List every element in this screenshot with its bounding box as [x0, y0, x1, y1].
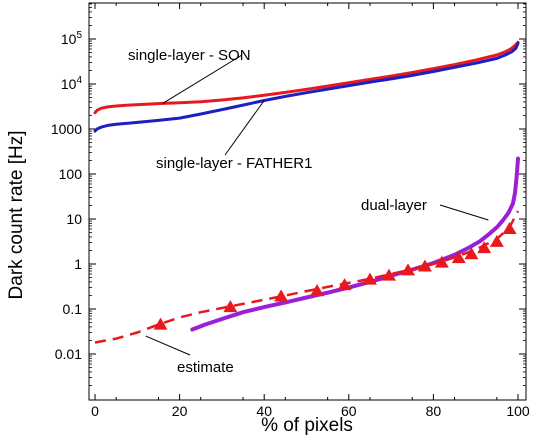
x-axis-title: % of pixels — [261, 415, 353, 436]
x-tick-label: 100 — [506, 403, 530, 419]
marker-triangle — [451, 251, 466, 264]
annotation-father1: single-layer - FATHER1 — [156, 155, 312, 172]
series-line-single-layer-father1 — [93, 41, 520, 133]
series-layer — [93, 40, 520, 344]
x-tick-label: 40 — [256, 403, 272, 419]
marker-triangle — [310, 284, 325, 297]
marker-triangle — [417, 259, 432, 272]
marker-triangle — [223, 300, 238, 313]
marker-layer — [153, 221, 517, 330]
y-axis-ticks: 0.01 0.1 1 10 100 1000 104 105 — [51, 3, 526, 386]
y-tick-label: 104 — [61, 75, 83, 92]
x-tick-label: 80 — [426, 403, 442, 419]
marker-triangle — [477, 241, 492, 254]
x-tick-label: 20 — [172, 403, 188, 419]
x-axis-ticks: 0 20 40 60 80 100 — [91, 3, 530, 419]
annotation-leader — [439, 204, 489, 221]
marker-triangle — [274, 289, 289, 302]
marker-triangle — [153, 317, 168, 330]
series-line-estimate — [94, 210, 520, 344]
series-line-single-layer-son — [93, 40, 520, 115]
y-tick-label: 0.01 — [55, 346, 82, 362]
y-tick-label: 1 — [74, 256, 82, 272]
y-axis-title: Dark count rate [Hz] — [6, 131, 27, 300]
x-tick-label: 0 — [91, 403, 99, 419]
plot-frame — [88, 2, 527, 401]
marker-triangle — [401, 263, 416, 276]
y-tick-label: 105 — [61, 30, 83, 47]
marker-triangle — [502, 221, 517, 234]
marker-triangle — [362, 272, 377, 285]
annotation-leader — [162, 54, 243, 104]
annotation-leader — [224, 100, 265, 156]
marker-triangle — [434, 255, 449, 268]
annotation-leader — [145, 335, 191, 356]
annotation-son: single-layer - SON — [128, 47, 251, 64]
annotation-dual-layer: dual-layer — [361, 197, 427, 214]
y-tick-label: 1000 — [51, 121, 82, 137]
x-tick-label: 60 — [341, 403, 357, 419]
marker-triangle — [381, 268, 396, 281]
y-tick-label: 0.1 — [63, 301, 83, 317]
annotation-leaders — [145, 54, 489, 356]
y-tick-label: 10 — [66, 211, 82, 227]
annotation-estimate: estimate — [177, 359, 234, 376]
marker-triangle — [337, 278, 352, 291]
marker-triangle — [489, 234, 504, 247]
marker-triangle — [464, 247, 479, 260]
y-tick-label: 100 — [59, 166, 83, 182]
